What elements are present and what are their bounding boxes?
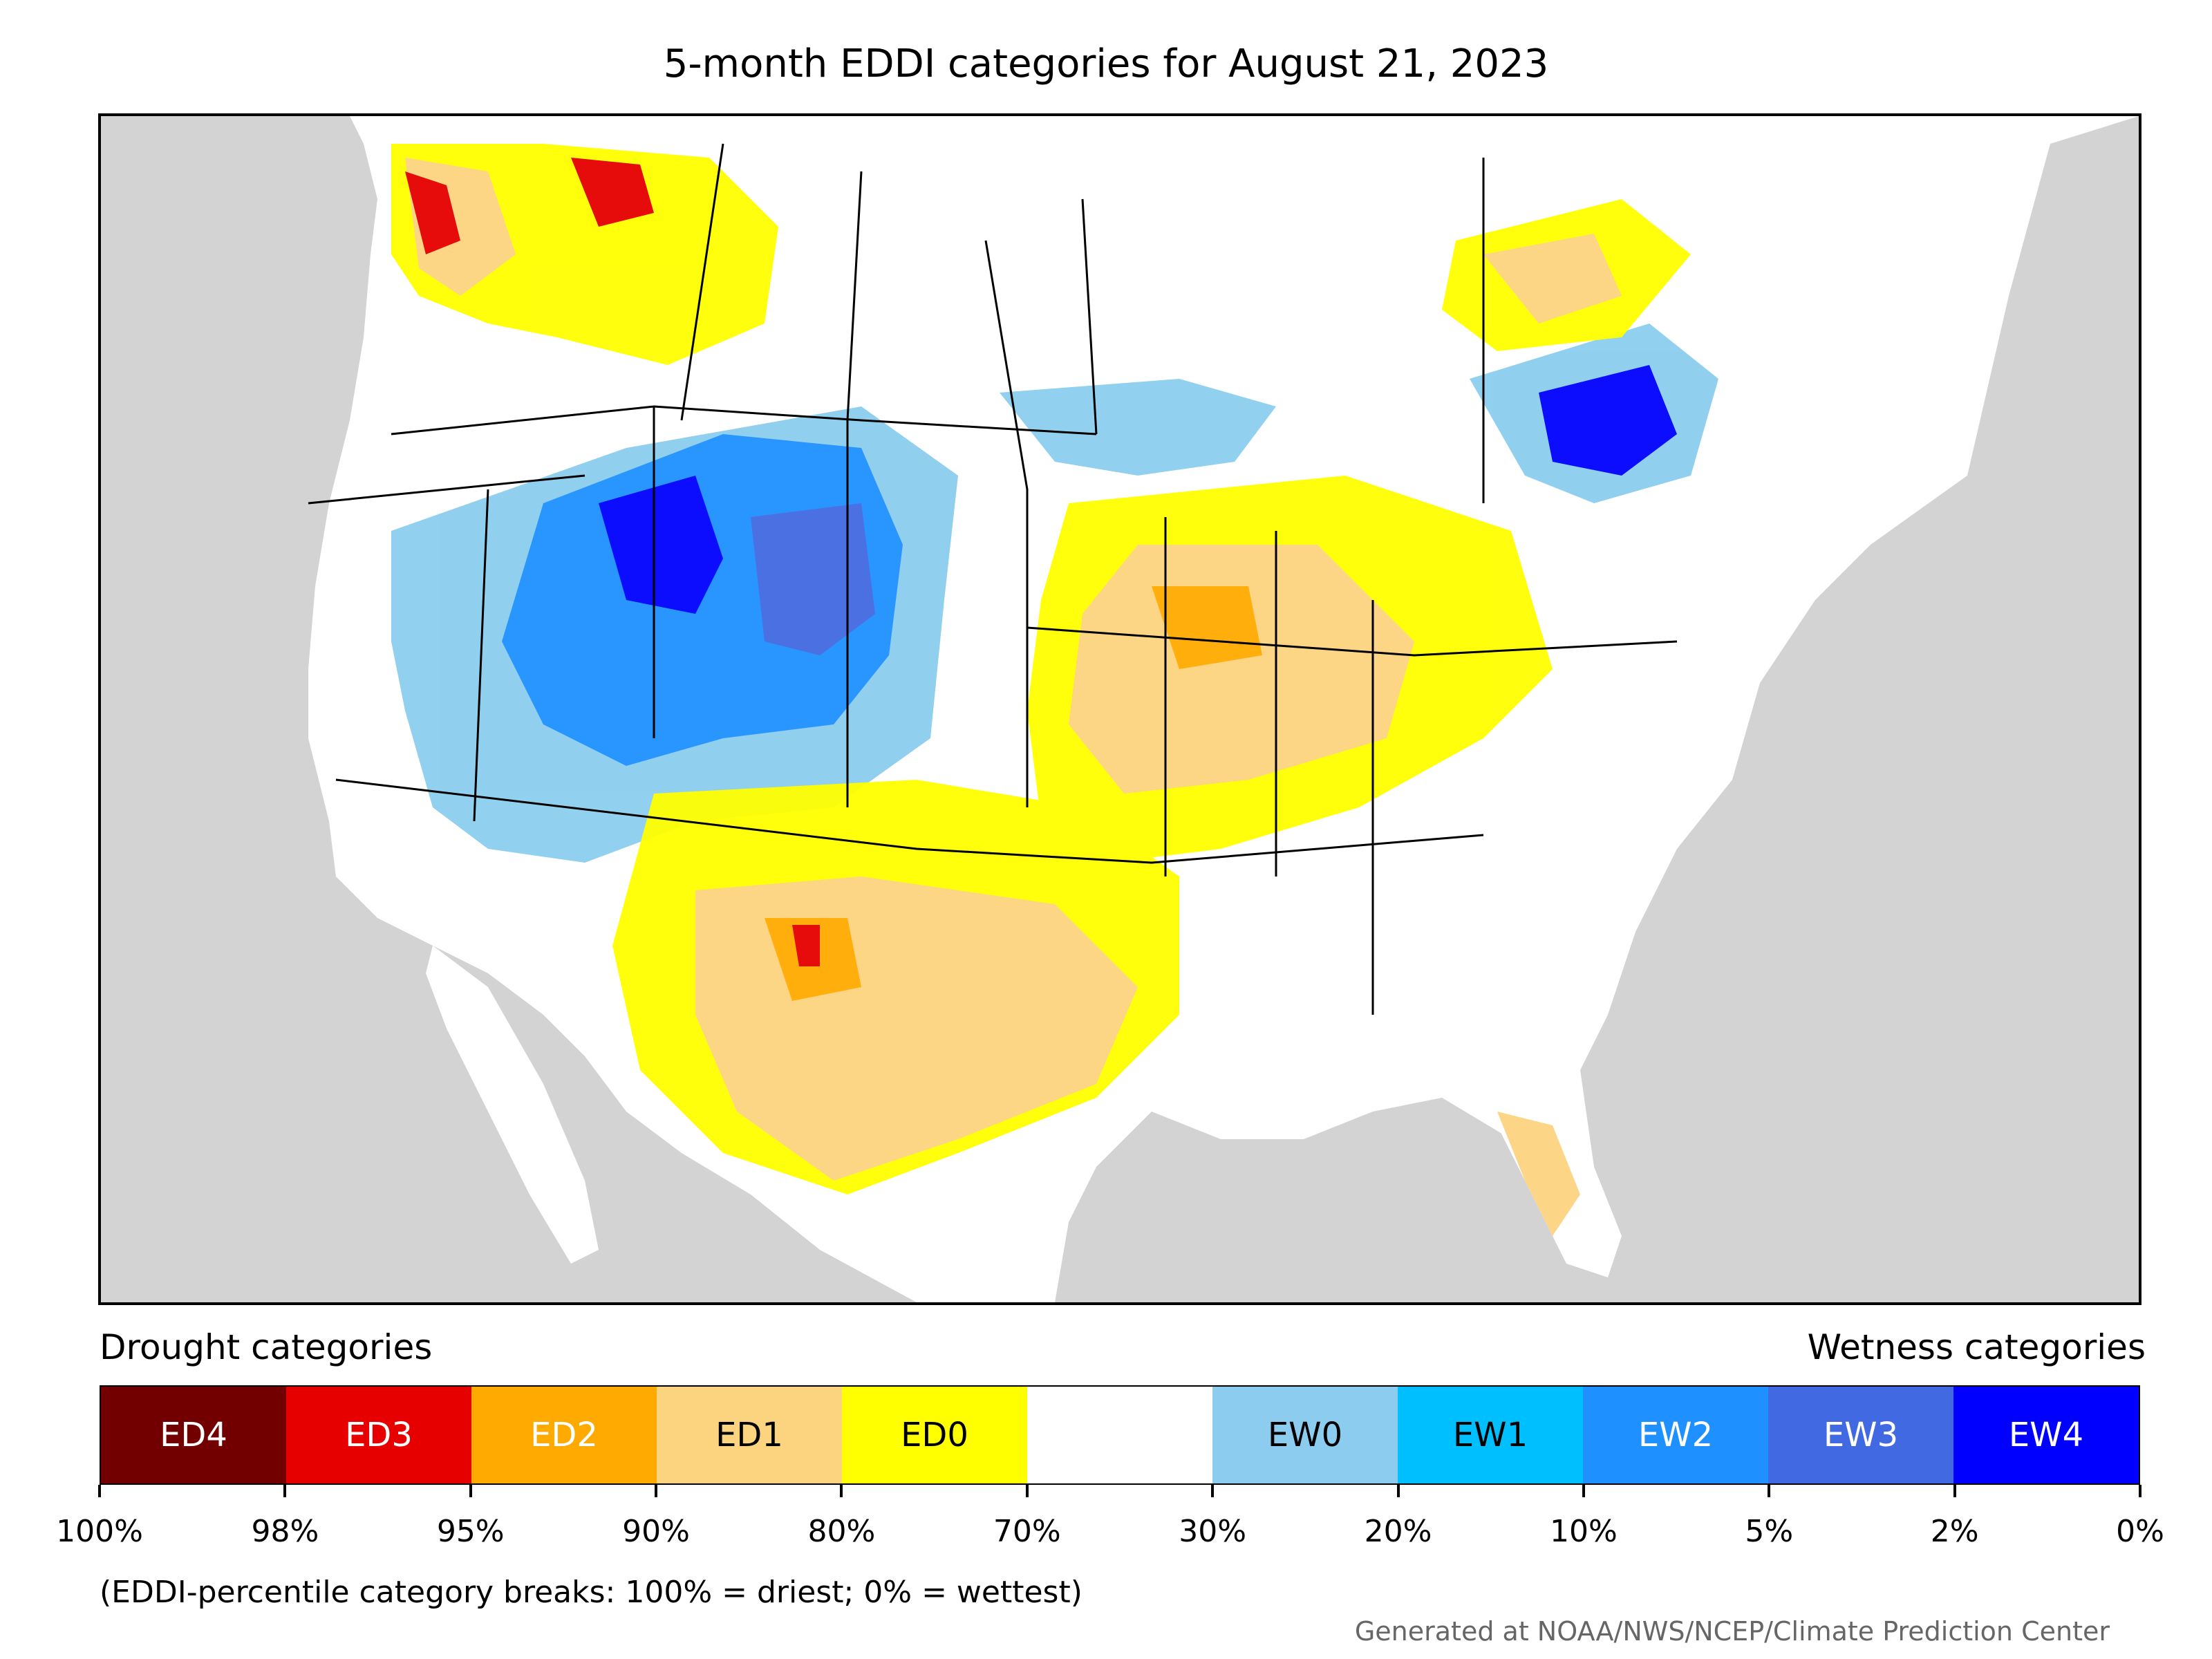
category-cell-ed1: ED1 xyxy=(657,1387,842,1483)
map-title: 5-month EDDI categories for August 21, 2… xyxy=(663,41,1549,86)
category-cell-neutral xyxy=(1027,1387,1212,1483)
colorbar-tick xyxy=(1025,1485,1029,1497)
category-cell-ew2: EW2 xyxy=(1583,1387,1768,1483)
drought-categories-heading: Drought categories xyxy=(100,1327,433,1367)
category-cell-ed0: ED0 xyxy=(842,1387,1027,1483)
colorbar-ticks: 100% 98% 95% 90% 80% 70% 30% 20% 10% 5% 2% 0% xyxy=(56,1485,2164,1549)
colorbar-tick-label: 70% xyxy=(993,1514,1061,1549)
drought-patches xyxy=(391,144,1691,1236)
category-cell-ew4: EW4 xyxy=(1953,1387,2139,1483)
colorbar-tick xyxy=(1396,1485,1400,1497)
colorbar-tick-label: 0% xyxy=(2116,1514,2164,1549)
colorbar-tick-label: 5% xyxy=(1745,1514,1794,1549)
colorbar-tick-label: 2% xyxy=(1930,1514,1979,1549)
colorbar-tick-label: 100% xyxy=(56,1514,143,1549)
colorbar-tick xyxy=(98,1485,101,1497)
colorbar-tick xyxy=(1211,1485,1215,1497)
category-cell-ed3: ED3 xyxy=(286,1387,471,1483)
colorbar-tick xyxy=(655,1485,658,1497)
category-cell-ew0: EW0 xyxy=(1212,1387,1398,1483)
colorbar-tick xyxy=(840,1485,843,1497)
category-cell-ew1: EW1 xyxy=(1398,1387,1583,1483)
colorbar-tick xyxy=(2139,1485,2141,1497)
category-breaks-note: (EDDI-percentile category breaks: 100% =… xyxy=(100,1575,1082,1610)
colorbar-tick-label: 98% xyxy=(251,1514,319,1549)
colorbar-tick xyxy=(1953,1485,1956,1497)
wetness-patches xyxy=(391,324,1718,863)
colorbar-tick xyxy=(1582,1485,1585,1497)
category-cell-ew3: EW3 xyxy=(1768,1387,1953,1483)
wetness-categories-heading: Wetness categories xyxy=(1807,1327,2146,1367)
category-cell-ed4: ED4 xyxy=(101,1387,286,1483)
colorbar-tick-label: 30% xyxy=(1179,1514,1247,1549)
category-colorbar: ED4 ED3 ED2 ED1 ED0 EW0 EW1 EW2 EW3 EW4 xyxy=(100,1385,2140,1485)
colorbar-tick-label: 90% xyxy=(622,1514,690,1549)
category-cell-ed2: ED2 xyxy=(471,1387,657,1483)
eddi-map xyxy=(98,113,2141,1305)
colorbar-tick-label: 20% xyxy=(1364,1514,1432,1549)
colorbar-tick-label: 10% xyxy=(1550,1514,1618,1549)
colorbar-tick-label: 80% xyxy=(807,1514,876,1549)
credit-line: Generated at NOAA/NWS/NCEP/Climate Predi… xyxy=(1354,1616,2110,1647)
boundaries xyxy=(308,143,1678,1015)
baja-peninsula xyxy=(426,946,599,1264)
colorbar-tick-label: 95% xyxy=(436,1514,505,1549)
colorbar-tick xyxy=(469,1485,472,1497)
colorbar-tick xyxy=(1768,1485,1771,1497)
colorbar-tick xyxy=(283,1485,287,1497)
